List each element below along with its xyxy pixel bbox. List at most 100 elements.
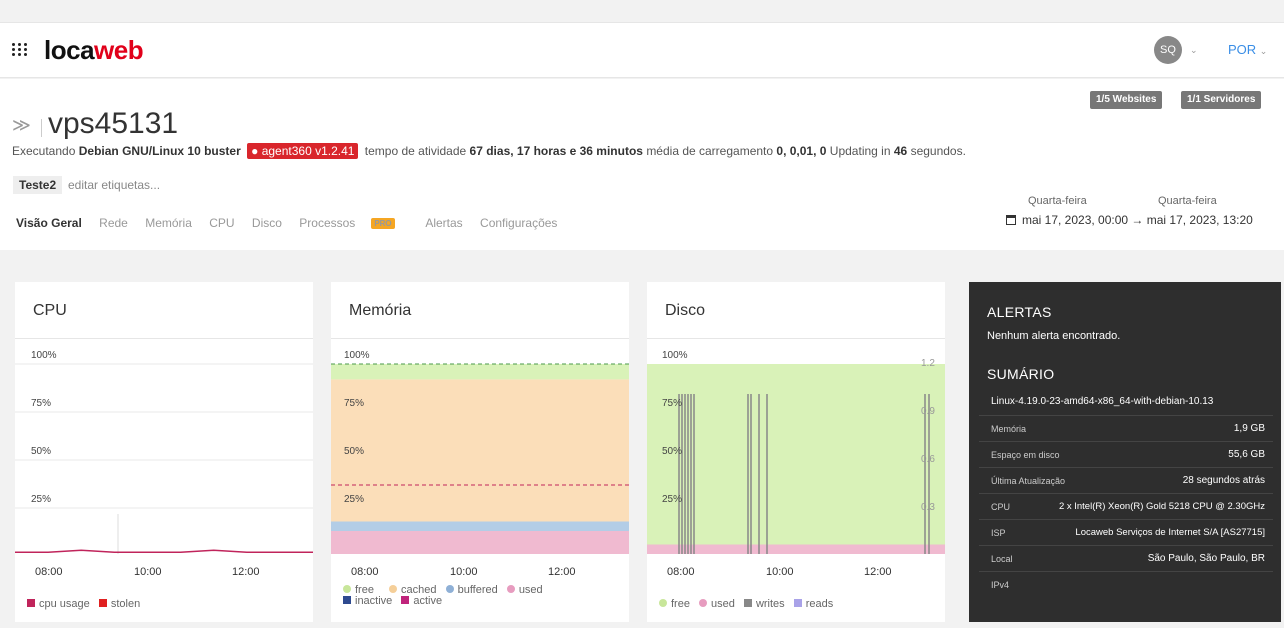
tab-disk[interactable]: Disco [251, 216, 282, 230]
disk-chart[interactable]: 100% 75% 50% 25% 1.2 0.9 0.6 0.3 [647, 350, 945, 556]
date-to-weekday: Quarta-feira [1158, 195, 1217, 207]
chevron-down-icon[interactable]: ⌄ [1190, 45, 1198, 55]
summary-row: IPv4 [991, 580, 1010, 590]
cpu-chart[interactable]: 100% 75% 50% 25% [15, 350, 313, 557]
y2-tick: 0.6 [921, 454, 935, 465]
user-avatar[interactable]: SQ [1154, 36, 1182, 64]
y-tick: 50% [662, 446, 683, 457]
y-tick: 75% [31, 398, 52, 409]
legend-item[interactable]: active [401, 595, 442, 607]
legend-item[interactable]: reads [793, 598, 833, 610]
y-tick: 100% [344, 350, 370, 361]
memory-legend: free cached buffered used inactive activ… [343, 585, 543, 607]
chevron-down-icon: ⌄ [1259, 46, 1268, 56]
tab-cpu[interactable]: CPU [209, 216, 235, 230]
tab-settings[interactable]: Configurações [480, 216, 558, 230]
divider [331, 338, 629, 339]
divider [15, 338, 313, 339]
legend-item[interactable]: used [699, 598, 735, 610]
legend-swatch [659, 599, 667, 607]
cpu-usage-line [15, 549, 313, 553]
server-tag[interactable]: Teste2 [13, 176, 63, 194]
y-tick: 100% [31, 350, 57, 361]
top-bar: locaweb SQ ⌄ POR ⌄ [0, 22, 1284, 78]
legend-swatch [389, 585, 398, 593]
summary-title: SUMÁRIO [987, 366, 1055, 382]
x-tick: 08:00 [35, 566, 63, 578]
legend-item[interactable]: used [506, 584, 543, 596]
legend-swatch [793, 599, 802, 607]
legend-item[interactable]: inactive [343, 595, 392, 607]
no-alerts-message: Nenhum alerta encontrado. [987, 330, 1121, 342]
cpu-chart-svg [15, 363, 313, 557]
disk-card: Disco 100% 75% 50% 25% 1.2 0.9 0.6 0.3 0… [647, 282, 945, 622]
date-from-weekday: Quarta-feira [1028, 195, 1087, 207]
legend-swatch [445, 585, 454, 593]
disk-chart-svg [647, 364, 945, 556]
cpu-legend: cpu usage stolen [27, 598, 140, 610]
y-tick: 75% [344, 398, 365, 409]
server-hostname: vps45131 [48, 107, 179, 140]
y2-tick: 0.3 [921, 502, 935, 513]
y-tick: 25% [662, 494, 683, 505]
date-range-picker[interactable]: mai 17, 2023, 00:00 → mai 17, 2023, 13:2… [1006, 213, 1253, 227]
summary-row: Espaço em disco 55,6 GB [979, 442, 1273, 468]
servers-badge[interactable]: 1/1 Servidores [1181, 91, 1262, 109]
legend-swatch [27, 599, 35, 607]
legend-swatch [743, 599, 752, 607]
legend-swatch [401, 596, 410, 604]
memory-chart[interactable]: 100% 75% 50% 25% [331, 350, 629, 556]
server-status-line: Executando Debian GNU/Linux 10 buster ● … [12, 143, 966, 159]
y2-tick: 1.2 [921, 358, 935, 369]
server-tabs: Visão Geral Rede Memória CPU Disco Proce… [16, 216, 571, 230]
cpu-card: CPU 100% 75% 50% 25% 08:00 10:00 12:00 c… [15, 282, 313, 622]
tab-alerts[interactable]: Alertas [425, 216, 463, 230]
x-tick: 12:00 [548, 566, 576, 578]
tab-memory[interactable]: Memória [145, 216, 192, 230]
websites-badge[interactable]: 1/5 Websites [1090, 91, 1163, 109]
apps-grid-icon[interactable] [12, 42, 28, 56]
card-title: CPU [33, 302, 67, 319]
alerts-title: ALERTAS [987, 304, 1052, 320]
calendar-icon [1006, 215, 1016, 225]
tab-overview[interactable]: Visão Geral [16, 216, 82, 230]
legend-item[interactable]: stolen [98, 598, 140, 610]
legend-item[interactable]: buffered [445, 584, 498, 596]
edit-tags-link[interactable]: editar etiquetas... [68, 178, 161, 192]
y-tick: 75% [662, 398, 683, 409]
server-header: 1/5 Websites 1/1 Servidores ≫ vps45131 E… [0, 79, 1284, 250]
card-title: Disco [665, 302, 706, 319]
legend-item[interactable]: writes [743, 598, 785, 610]
y-tick: 50% [344, 446, 365, 457]
y2-tick: 0.9 [921, 406, 935, 417]
legend-swatch [343, 585, 351, 593]
y-tick: 100% [662, 350, 688, 361]
tab-network[interactable]: Rede [99, 216, 128, 230]
legend-item[interactable]: cached [389, 584, 437, 596]
summary-row-kernel: Linux-4.19.0-23-amd64-x86_64-with-debian… [979, 388, 1273, 416]
summary-row: ISP Locaweb Serviços de Internet S/A [AS2… [979, 520, 1273, 546]
area-band-used [647, 544, 945, 556]
area-band-free [647, 364, 945, 545]
disk-legend: free used writes reads [659, 598, 833, 610]
legend-item[interactable]: cpu usage [27, 598, 90, 610]
x-tick: 08:00 [667, 566, 695, 578]
language-selector[interactable]: POR ⌄ [1228, 42, 1268, 57]
alert-circle-icon: ● [251, 144, 259, 158]
tab-processes[interactable]: Processos PRO [299, 216, 408, 230]
summary-row: Memória 1,9 GB [979, 416, 1273, 442]
y-tick: 50% [31, 446, 52, 457]
x-tick: 10:00 [450, 566, 478, 578]
legend-item[interactable]: free [659, 598, 690, 610]
y-tick: 25% [344, 494, 365, 505]
divider [647, 338, 945, 339]
collapse-chevron-icon[interactable]: ≫ [12, 115, 31, 135]
locaweb-logo[interactable]: locaweb [44, 35, 144, 65]
x-tick: 12:00 [864, 566, 892, 578]
divider [41, 119, 42, 137]
y-tick: 25% [31, 494, 52, 505]
legend-item[interactable]: free [343, 584, 374, 596]
memory-card: Memória 100% 75% 50% 25% 08:00 10:00 12:… [331, 282, 629, 622]
agent-version-badge[interactable]: ● agent360 v1.2.41 [247, 143, 359, 159]
x-tick: 10:00 [134, 566, 162, 578]
